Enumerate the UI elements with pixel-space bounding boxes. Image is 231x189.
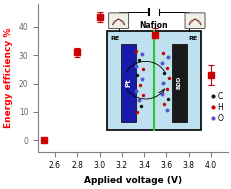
X-axis label: Applied voltage (V): Applied voltage (V) [84, 176, 181, 185]
Y-axis label: Energy efficiency %: Energy efficiency % [4, 28, 13, 128]
Legend: C, H, O: C, H, O [210, 91, 223, 124]
